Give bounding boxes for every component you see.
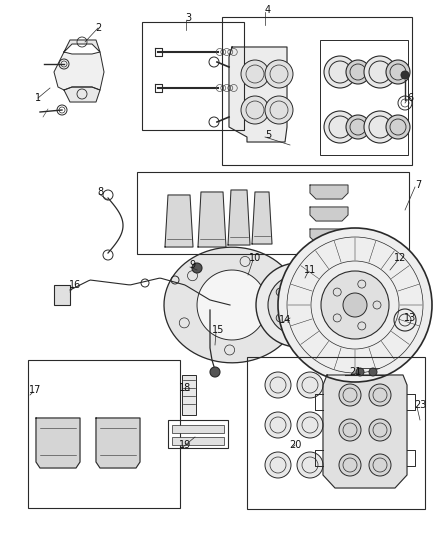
- Circle shape: [324, 111, 356, 143]
- Text: 2: 2: [95, 23, 101, 33]
- Circle shape: [339, 384, 361, 406]
- Circle shape: [356, 368, 364, 376]
- Text: 9: 9: [189, 260, 195, 270]
- Polygon shape: [198, 192, 226, 247]
- Circle shape: [369, 454, 391, 476]
- Polygon shape: [64, 87, 100, 102]
- Circle shape: [276, 288, 284, 296]
- Polygon shape: [36, 418, 80, 468]
- Polygon shape: [165, 195, 193, 247]
- Text: 11: 11: [304, 265, 316, 275]
- Text: 16: 16: [69, 280, 81, 290]
- Circle shape: [284, 291, 312, 319]
- Circle shape: [369, 368, 377, 376]
- Circle shape: [324, 56, 356, 88]
- Polygon shape: [96, 418, 140, 468]
- Bar: [137, 172, 409, 254]
- Circle shape: [265, 452, 291, 478]
- Bar: [172, 425, 224, 433]
- Circle shape: [265, 96, 293, 124]
- Polygon shape: [310, 229, 348, 243]
- Circle shape: [369, 419, 391, 441]
- Text: 4: 4: [265, 5, 271, 15]
- Circle shape: [297, 412, 323, 438]
- Circle shape: [297, 452, 323, 478]
- Circle shape: [241, 96, 269, 124]
- Text: 13: 13: [404, 313, 416, 323]
- Circle shape: [369, 384, 391, 406]
- Circle shape: [276, 314, 284, 322]
- Polygon shape: [310, 185, 348, 199]
- Polygon shape: [228, 190, 250, 245]
- Circle shape: [192, 263, 202, 273]
- Bar: [182, 375, 196, 415]
- Circle shape: [386, 60, 410, 84]
- Circle shape: [343, 293, 367, 317]
- Polygon shape: [54, 52, 104, 90]
- Text: 20: 20: [289, 440, 301, 450]
- Text: 12: 12: [394, 253, 406, 263]
- Polygon shape: [197, 270, 267, 340]
- Circle shape: [346, 60, 370, 84]
- Bar: [320, 40, 408, 155]
- Circle shape: [364, 56, 396, 88]
- Polygon shape: [64, 40, 100, 52]
- Circle shape: [364, 111, 396, 143]
- Bar: [222, 17, 412, 165]
- Circle shape: [265, 60, 293, 88]
- Text: 7: 7: [415, 180, 421, 190]
- Circle shape: [268, 275, 328, 335]
- Bar: [247, 357, 425, 509]
- Polygon shape: [323, 375, 407, 488]
- Text: 8: 8: [97, 187, 103, 197]
- Polygon shape: [310, 207, 348, 221]
- Bar: [168, 420, 228, 448]
- Circle shape: [256, 263, 340, 347]
- Text: 6: 6: [407, 93, 413, 103]
- Polygon shape: [229, 47, 287, 142]
- Bar: [142, 22, 244, 130]
- Bar: [172, 437, 224, 445]
- Circle shape: [210, 367, 220, 377]
- Bar: [28, 360, 180, 508]
- Text: 14: 14: [279, 315, 291, 325]
- Polygon shape: [252, 192, 272, 244]
- Circle shape: [401, 71, 409, 79]
- Bar: [54, 285, 70, 305]
- Polygon shape: [164, 247, 300, 363]
- Circle shape: [386, 115, 410, 139]
- Text: 21: 21: [349, 367, 361, 377]
- Circle shape: [316, 301, 324, 309]
- Circle shape: [297, 372, 323, 398]
- Text: 5: 5: [265, 130, 271, 140]
- Text: 19: 19: [179, 440, 191, 450]
- Circle shape: [301, 280, 309, 288]
- Text: 15: 15: [212, 325, 224, 335]
- Circle shape: [346, 115, 370, 139]
- Circle shape: [278, 228, 432, 382]
- Circle shape: [265, 412, 291, 438]
- Text: 17: 17: [29, 385, 41, 395]
- Circle shape: [339, 419, 361, 441]
- Text: 10: 10: [249, 253, 261, 263]
- Circle shape: [339, 454, 361, 476]
- Circle shape: [241, 60, 269, 88]
- Text: 18: 18: [179, 383, 191, 393]
- Circle shape: [301, 322, 309, 330]
- Text: 23: 23: [414, 400, 426, 410]
- Text: 1: 1: [35, 93, 41, 103]
- Circle shape: [265, 372, 291, 398]
- Text: 3: 3: [185, 13, 191, 23]
- Circle shape: [321, 271, 389, 339]
